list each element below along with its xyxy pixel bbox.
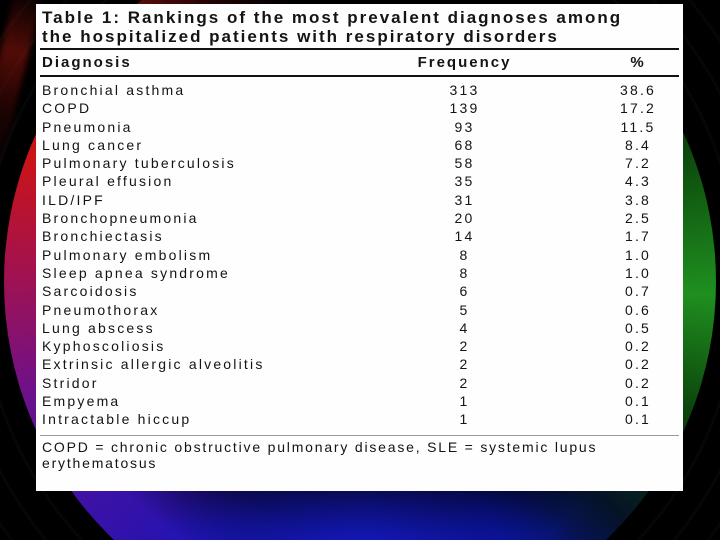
cell-percent: 0.7 [624, 283, 652, 300]
column-header-frequency: Frequency [417, 53, 512, 71]
table-row: Sarcoidosis 6 0.7 [36, 282, 683, 300]
cell-diagnosis: Sarcoidosis [42, 283, 139, 300]
table-row: Pulmonary tuberculosis 58 7.2 [36, 154, 683, 172]
cell-frequency: 20 [454, 210, 475, 227]
cell-percent: 1.7 [624, 228, 652, 245]
cell-frequency: 5 [459, 301, 470, 318]
table-row: ILD/IPF 31 3.8 [36, 191, 683, 209]
cell-frequency: 4 [459, 319, 470, 336]
cell-diagnosis: Lung abscess [42, 319, 155, 336]
cell-diagnosis: Lung cancer [42, 136, 144, 153]
cell-frequency: 31 [454, 191, 475, 208]
cell-frequency: 35 [454, 173, 475, 190]
cell-percent: 0.6 [624, 301, 652, 318]
divider-under-title [40, 48, 679, 50]
cell-diagnosis: COPD [42, 100, 92, 117]
table-row: Pneumothorax 5 0.6 [36, 301, 683, 319]
cell-diagnosis: Extrinsic allergic alveolitis [42, 356, 265, 373]
cell-diagnosis: Intractable hiccup [42, 411, 192, 428]
cell-percent: 38.6 [619, 82, 657, 98]
table-row: Extrinsic allergic alveolitis 2 0.2 [36, 355, 683, 373]
cell-diagnosis: Pneumothorax [42, 301, 160, 318]
cell-diagnosis: Sleep apnea syndrome [42, 264, 230, 281]
table-row: Sleep apnea syndrome 8 1.0 [36, 264, 683, 282]
cell-percent: 1.0 [624, 246, 652, 263]
cell-frequency: 14 [454, 228, 475, 245]
cell-frequency: 58 [454, 155, 475, 172]
table-row: Empyema 1 0.1 [36, 392, 683, 410]
table-row: Pulmonary embolism 8 1.0 [36, 246, 683, 264]
cell-percent: 1.0 [624, 264, 652, 281]
cell-diagnosis: Pulmonary tuberculosis [42, 155, 236, 172]
cell-frequency: 1 [459, 393, 470, 410]
cell-percent: 0.5 [624, 319, 652, 336]
cell-percent: 0.2 [624, 374, 652, 391]
table-row: Lung abscess 4 0.5 [36, 319, 683, 337]
cell-diagnosis: Stridor [42, 374, 99, 391]
table-row: Kyphoscoliosis 2 0.2 [36, 337, 683, 355]
cell-diagnosis: Pneumonia [42, 118, 133, 135]
table-row: Lung cancer 68 8.4 [36, 136, 683, 154]
cell-frequency: 139 [449, 100, 480, 117]
cell-percent: 4.3 [624, 173, 652, 190]
cell-diagnosis: Pulmonary embolism [42, 246, 213, 263]
cell-diagnosis: Empyema [42, 393, 121, 410]
cell-frequency: 2 [459, 374, 470, 391]
cell-frequency: 313 [449, 82, 480, 98]
table-row: Pleural effusion 35 4.3 [36, 172, 683, 190]
cell-frequency: 8 [459, 246, 470, 263]
table-rows: Bronchial asthma 313 38.6 COPD 139 17.2 Pneumo… [36, 81, 683, 429]
cell-diagnosis: Bronchopneumonia [42, 210, 199, 227]
cell-diagnosis: ILD/IPF [42, 191, 105, 208]
table-row: COPD 139 17.2 [36, 99, 683, 117]
table-row: Bronchiectasis 14 1.7 [36, 227, 683, 245]
cell-percent: 0.2 [624, 338, 652, 355]
table-row: Intractable hiccup 1 0.1 [36, 410, 683, 428]
cell-frequency: 1 [459, 411, 470, 428]
cell-diagnosis: Bronchiectasis [42, 228, 164, 245]
table-row: Pneumonia 93 11.5 [36, 118, 683, 136]
table-row: Bronchopneumonia 20 2.5 [36, 209, 683, 227]
divider-above-footnote [40, 434, 679, 436]
cell-frequency: 6 [459, 283, 470, 300]
cell-frequency: 2 [459, 356, 470, 373]
cell-percent: 11.5 [620, 118, 656, 135]
cell-percent: 17.2 [619, 100, 657, 117]
cell-percent: 3.8 [624, 191, 652, 208]
cell-frequency: 93 [454, 118, 475, 135]
cell-percent: 2.5 [624, 210, 652, 227]
table-row: Bronchial asthma 313 38.6 [36, 81, 683, 99]
table-card: Table 1: Rankings of the most prevalent … [36, 4, 683, 491]
cell-frequency: 8 [459, 264, 470, 281]
cell-percent: 0.1 [624, 393, 652, 410]
column-header-diagnosis: Diagnosis [42, 53, 132, 71]
cell-diagnosis: Pleural effusion [42, 173, 174, 190]
cell-diagnosis: Bronchial asthma [42, 82, 186, 98]
cell-frequency: 2 [459, 338, 470, 355]
table-row: Stridor 2 0.2 [36, 374, 683, 392]
cell-percent: 0.1 [624, 411, 652, 428]
cell-percent: 7.2 [624, 155, 652, 172]
table-footnote: COPD = chronic obstructive pulmonary dis… [42, 438, 598, 472]
table-header-row: Diagnosis Frequency % [36, 51, 683, 73]
cell-percent: 8.4 [624, 136, 652, 153]
column-header-percent: % [630, 53, 646, 71]
cell-percent: 0.2 [624, 356, 652, 373]
table-title: Table 1: Rankings of the most prevalent … [42, 8, 623, 46]
cell-frequency: 68 [454, 136, 475, 153]
divider-under-header [40, 75, 679, 77]
cell-diagnosis: Kyphoscoliosis [42, 338, 166, 355]
